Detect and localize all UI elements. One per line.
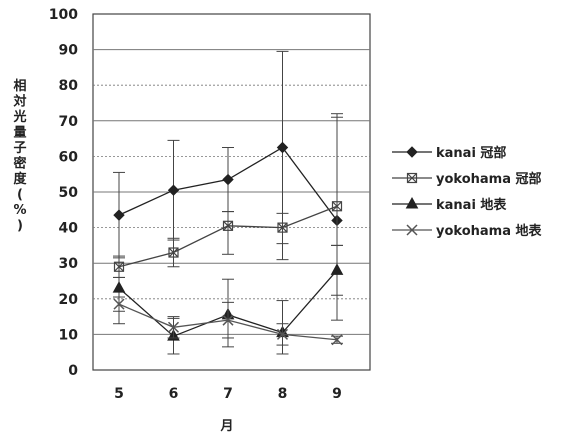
grid-lines — [93, 49, 370, 335]
data-point — [222, 314, 234, 326]
x-tick-label: 6 — [169, 386, 179, 402]
y-axis-title-char: ( — [17, 188, 23, 203]
x-tick-label: 8 — [278, 386, 288, 402]
y-tick-label: 100 — [49, 7, 78, 23]
series-3 — [113, 296, 343, 346]
y-axis-title-char: 量 — [13, 126, 26, 141]
data-point — [167, 184, 180, 196]
legend-item: kanai 冠部 — [392, 145, 506, 161]
data-point — [276, 141, 289, 154]
y-tick-label: 70 — [59, 114, 79, 130]
x-axis-title: 月 — [219, 419, 233, 434]
data-point — [112, 281, 126, 293]
legend-marker — [405, 196, 419, 209]
y-axis-title-char: 度 — [13, 171, 27, 187]
data-point — [113, 261, 125, 272]
legend-marker — [406, 146, 418, 158]
x-tick-label: 7 — [223, 386, 233, 402]
y-tick-label: 60 — [59, 149, 79, 165]
data-point — [222, 220, 234, 231]
data-point — [167, 321, 180, 333]
y-tick-label: 40 — [59, 221, 79, 237]
data-point — [331, 334, 343, 346]
y-tick-label: 30 — [59, 256, 79, 272]
legend-label: yokohama 地表 — [436, 223, 543, 239]
data-point — [330, 263, 344, 275]
y-tick-labels: 0 10 20 30 40 50 60 70 80 90 100 — [49, 7, 78, 379]
y-tick-label: 80 — [59, 78, 79, 94]
data-point — [113, 209, 125, 221]
y-axis-title-char: 光 — [12, 109, 26, 125]
x-tick-label: 5 — [114, 386, 124, 402]
legend-item: yokohama 地表 — [392, 223, 543, 239]
legend-marker — [406, 172, 418, 184]
error-bar — [331, 244, 343, 321]
legend-label: kanai 地表 — [436, 197, 507, 213]
legend-label: yokohama 冠部 — [436, 171, 542, 187]
y-tick-label: 20 — [59, 292, 79, 308]
data-point — [222, 173, 234, 186]
data-point — [113, 298, 125, 310]
data-point — [168, 247, 179, 258]
legend-item: kanai 地表 — [392, 196, 507, 213]
y-axis-title-char: 相 — [13, 78, 26, 94]
y-tick-label: 0 — [68, 363, 78, 379]
series-group — [112, 50, 344, 355]
legend-marker — [406, 224, 418, 236]
y-axis-title-char: % — [13, 203, 26, 218]
y-tick-label: 90 — [59, 43, 79, 59]
y-tick-label: 50 — [59, 185, 79, 201]
y-axis-title-char: 密 — [12, 156, 26, 172]
legend: kanai 冠部 yokohama 冠部 kanai 地表 yokohama 地表 — [392, 145, 543, 239]
data-point — [331, 201, 343, 212]
y-axis-title-char: ) — [17, 219, 23, 234]
error-bar — [276, 212, 289, 261]
y-axis-title-char: 対 — [12, 94, 26, 110]
legend-label: kanai 冠部 — [436, 145, 506, 161]
error-bar — [222, 211, 234, 255]
y-axis-title-char: 子 — [13, 141, 26, 156]
data-point — [277, 222, 288, 233]
x-tick-labels: 5 6 7 8 9 — [114, 386, 342, 402]
x-tick-label: 9 — [332, 386, 342, 402]
legend-item: yokohama 冠部 — [392, 171, 542, 187]
data-point — [276, 328, 289, 340]
y-tick-label: 10 — [59, 327, 79, 343]
